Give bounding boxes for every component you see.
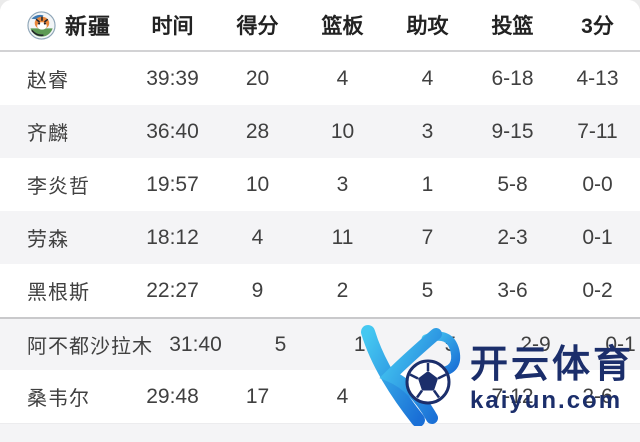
stat-fg: 7-12 <box>491 384 534 408</box>
player-row[interactable]: 劳森 18:12 4 11 7 2-3 0-1 <box>0 211 640 264</box>
column-header-time: 时间 <box>151 15 194 38</box>
player-row[interactable]: 桑韦尔 29:48 17 4 2 7-12 2-6 <box>0 370 640 423</box>
stat-three: 7-11 <box>577 119 618 143</box>
stat-rebounds: 10 <box>330 119 355 143</box>
stat-time: 19:57 <box>146 172 199 196</box>
player-name: 阿不都沙拉木 <box>27 336 153 358</box>
table-header-row: 新疆 时间 得分 篮板 助攻 投篮 3分 <box>0 0 640 52</box>
stat-time: 31:40 <box>169 332 222 356</box>
stat-assists: 4 <box>421 66 434 90</box>
stat-three: 0-1 <box>582 225 613 249</box>
player-name: 黑根斯 <box>27 282 90 304</box>
stat-assists: 7 <box>421 225 434 249</box>
stat-points: 17 <box>245 384 270 408</box>
player-row[interactable]: 黑根斯 22:27 9 2 5 3-6 0-2 <box>0 264 640 317</box>
truncated-row <box>0 423 640 442</box>
player-name: 桑韦尔 <box>27 388 90 410</box>
stat-assists: 5 <box>444 332 457 356</box>
column-header-fg: 投篮 <box>491 15 534 38</box>
stat-rebounds: 2 <box>336 278 349 302</box>
stat-time: 22:27 <box>146 278 199 302</box>
player-name: 劳森 <box>27 229 69 251</box>
stat-assists: 5 <box>421 278 434 302</box>
stat-fg: 5-8 <box>497 172 528 196</box>
stat-three: 0-1 <box>605 332 636 356</box>
stat-fg: 3-6 <box>497 278 528 302</box>
column-header-rebounds: 篮板 <box>321 15 364 38</box>
stat-time: 39:39 <box>146 66 199 90</box>
stat-time: 29:48 <box>146 384 199 408</box>
column-header-assists: 助攻 <box>406 15 449 38</box>
player-name: 赵睿 <box>27 70 69 92</box>
stat-points: 10 <box>245 172 270 196</box>
player-name: 齐麟 <box>27 123 69 145</box>
player-row[interactable]: 赵睿 39:39 20 4 4 6-18 4-13 <box>0 52 640 105</box>
stat-time: 36:40 <box>146 119 199 143</box>
player-name: 李炎哲 <box>27 176 90 198</box>
stat-three: 0-2 <box>582 278 613 302</box>
stat-rebounds: 3 <box>336 172 349 196</box>
stat-three: 4-13 <box>576 66 619 90</box>
player-row[interactable]: 齐麟 36:40 28 10 3 9-15 7-11 <box>0 105 640 158</box>
stat-rebounds: 10 <box>353 332 378 356</box>
stat-fg: 9-15 <box>491 119 534 143</box>
stat-rebounds: 4 <box>336 66 349 90</box>
stat-assists: 2 <box>421 384 434 408</box>
column-header-points: 得分 <box>236 15 279 38</box>
stat-points: 28 <box>245 119 270 143</box>
team-header-cell: 新疆 <box>0 9 130 41</box>
stat-assists: 3 <box>421 119 434 143</box>
stat-assists: 1 <box>421 172 434 196</box>
player-row[interactable]: 阿不都沙拉木 31:40 5 10 5 2-9 0-1 <box>0 317 640 370</box>
stat-fg: 2-9 <box>520 332 551 356</box>
column-header-three: 3分 <box>581 15 614 38</box>
stat-time: 18:12 <box>146 225 199 249</box>
stat-rebounds: 11 <box>331 225 354 249</box>
team-logo-icon <box>27 10 56 40</box>
stat-three: 2-6 <box>582 384 613 408</box>
stat-fg: 6-18 <box>491 66 534 90</box>
stat-rebounds: 4 <box>336 384 349 408</box>
stat-fg: 2-3 <box>497 225 528 249</box>
stat-points: 9 <box>251 278 264 302</box>
stat-points: 5 <box>274 332 287 356</box>
player-row[interactable]: 李炎哲 19:57 10 3 1 5-8 0-0 <box>0 158 640 211</box>
stat-points: 4 <box>251 225 264 249</box>
stat-points: 20 <box>245 66 270 90</box>
team-name: 新疆 <box>65 14 112 39</box>
stat-three: 0-0 <box>582 172 613 196</box>
